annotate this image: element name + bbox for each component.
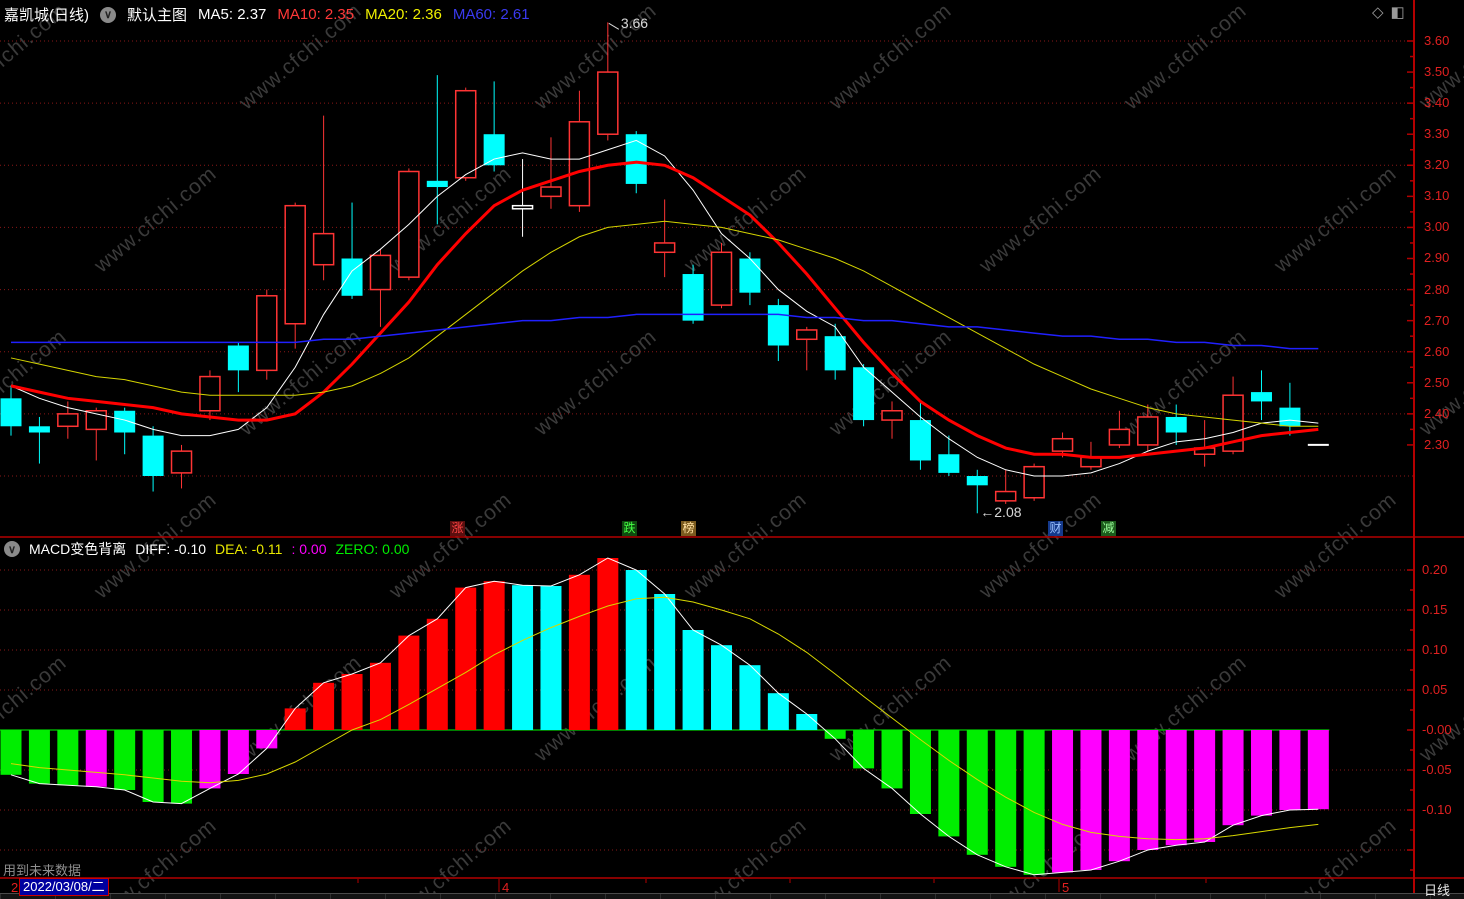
- event-badge[interactable]: 减: [1101, 521, 1116, 536]
- price-axis-label: 2.60: [1424, 343, 1450, 359]
- date-cursor-box: 2022/03/08/二: [19, 878, 109, 896]
- price-axis-label: 3.20: [1424, 157, 1450, 173]
- ma5-legend: MA5: 2.37: [198, 6, 267, 23]
- price-axis-label: 2.40: [1424, 405, 1450, 421]
- macd-axis-label: 0.10: [1422, 642, 1448, 657]
- ma-line-MA10: [10, 160, 1319, 459]
- ma20-legend: MA20: 2.36: [365, 6, 442, 23]
- macd-axis-label: -0.10: [1422, 802, 1452, 817]
- symbol-title: 嘉凯城(日线): [4, 7, 89, 24]
- macd-bars-layer: [0, 558, 1329, 875]
- event-badge[interactable]: 榜: [681, 521, 696, 536]
- macd-axis-label: 0.05: [1422, 682, 1448, 697]
- price-axis-label: 2.30: [1424, 436, 1450, 452]
- chevron-down-icon[interactable]: ∨: [100, 6, 116, 23]
- month-tick-label: 4: [502, 880, 510, 895]
- event-badge[interactable]: 财: [1048, 521, 1063, 536]
- panel-layout-icon[interactable]: ◧: [1390, 4, 1412, 21]
- future-data-warning: 用到未来数据: [3, 863, 82, 878]
- hist-legend: : 0.00: [291, 541, 327, 557]
- bottom-scrollbar-strip[interactable]: [0, 893, 1464, 899]
- price-axis-label: 2.70: [1424, 312, 1450, 328]
- zero-legend: ZERO: 0.00: [335, 541, 410, 557]
- macd-axis-label: 0.20: [1422, 562, 1448, 577]
- month-tick-label: 5: [1062, 880, 1070, 895]
- price-axis-label: 2.80: [1424, 281, 1450, 297]
- price-axis-label: 2.50: [1424, 374, 1450, 390]
- price-axis-label: 3.00: [1424, 219, 1450, 235]
- window-icons: ◇◧: [1372, 3, 1412, 21]
- price-axis-label: 2.90: [1424, 250, 1450, 266]
- diff-legend: DIFF: -0.10: [135, 541, 207, 557]
- month-label-partial: 2: [11, 880, 19, 895]
- high-price-annotation: 3.66: [620, 15, 649, 32]
- candles-layer: [0, 22, 1329, 514]
- ma-line-MA5: [10, 139, 1319, 477]
- dea-legend: DEA: -0.11: [215, 541, 283, 557]
- macd-axis-label: -0.05: [1422, 762, 1452, 777]
- main-chart-header: 嘉凯城(日线) ∨ 默认主图 MA5: 2.37 MA10: 2.35 MA20…: [4, 4, 530, 25]
- macd-axis-label: -0.00: [1422, 722, 1452, 737]
- indicator-name[interactable]: 默认主图: [127, 7, 188, 24]
- event-badge[interactable]: 跌: [622, 521, 637, 536]
- ma10-legend: MA10: 2.35: [277, 6, 355, 23]
- macd-line-DIFF: [10, 557, 1319, 876]
- event-badge[interactable]: 涨: [450, 521, 465, 536]
- macd-line-DEA: [10, 596, 1319, 841]
- ma-line-MA20: [10, 220, 1319, 427]
- price-axis-label: 3.40: [1424, 95, 1450, 111]
- macd-axis-label: 0.15: [1422, 602, 1448, 617]
- diamond-icon[interactable]: ◇: [1372, 4, 1391, 21]
- period-label[interactable]: 日线: [1424, 883, 1451, 898]
- macd-indicator-name[interactable]: MACD变色背离: [29, 541, 127, 557]
- low-price-annotation: ←2.08: [980, 504, 1022, 521]
- price-axis-label: 3.60: [1424, 33, 1450, 48]
- chevron-down-icon[interactable]: ∨: [4, 541, 20, 557]
- macd-panel-header: ∨ MACD变色背离 DIFF: -0.10 DEA: -0.11 : 0.00…: [4, 539, 409, 559]
- price-axis-label: 3.30: [1424, 126, 1450, 142]
- ma60-legend: MA60: 2.61: [452, 6, 530, 23]
- ma-line-MA60: [11, 313, 1319, 350]
- price-axis-label: 3.50: [1424, 64, 1450, 80]
- price-axis-label: 3.10: [1424, 188, 1450, 204]
